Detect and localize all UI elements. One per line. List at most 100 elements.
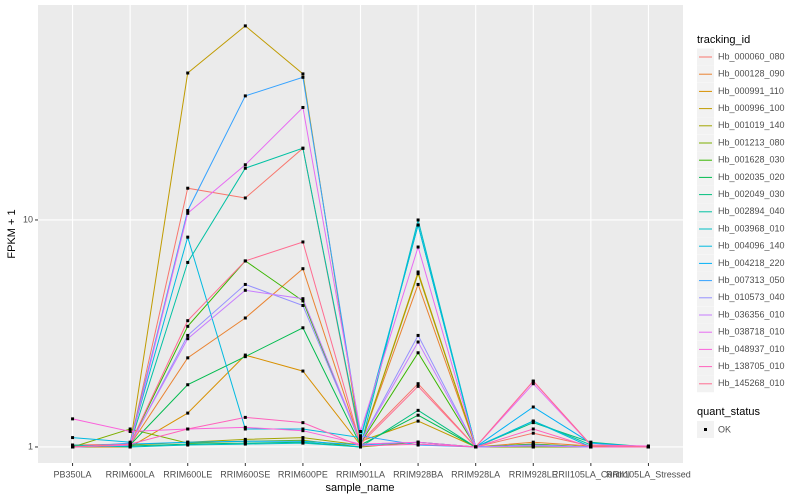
data-point [301,267,305,271]
legend-label: Hb_004218_220 [718,258,785,268]
data-point [186,333,190,337]
data-point [301,299,305,303]
legend-label: Hb_001019_140 [718,120,785,130]
data-point [359,440,362,444]
data-point [531,379,535,383]
data-point [301,441,305,445]
data-point [416,218,420,222]
data-point [359,434,362,438]
data-point [186,440,190,444]
data-point [416,272,420,276]
data-point [531,427,535,431]
legend-label: Hb_145268_010 [718,378,785,388]
data-point [301,105,305,109]
legend-label: Hb_038718_010 [718,327,785,337]
data-point [186,235,190,239]
data-point [243,353,247,357]
legend-title: tracking_id [697,34,750,46]
data-point [71,436,75,440]
data-point [359,444,362,448]
data-point [186,356,190,360]
data-point [301,369,305,373]
data-point [243,415,247,419]
data-point [186,427,190,431]
data-point [243,259,247,263]
data-point [186,209,190,213]
x-tick-label: RRIM928BA [393,469,443,479]
data-point [531,444,535,448]
data-point [416,408,420,412]
data-point [243,282,247,286]
x-tick-label: RRII105LA_Control [552,469,630,479]
data-point [243,288,247,292]
data-point [589,443,593,447]
data-point [71,445,75,449]
data-point [301,240,305,244]
data-point [646,445,650,449]
data-point [416,440,420,444]
data-point [416,413,420,417]
data-point [186,383,190,387]
legend-label: Hb_138705_010 [718,361,785,371]
legend-label: Hb_036356_010 [718,309,785,319]
data-point [186,71,190,75]
data-point [243,439,247,443]
x-tick-label: RRIM901LA [336,469,385,479]
data-point [71,417,75,421]
data-point [416,333,420,337]
x-tick-label: RRIM600SE [220,469,270,479]
data-point [416,223,420,227]
y-axis-title: FPKM + 1 [6,209,18,258]
legend-label: Hb_002035_020 [718,172,785,182]
data-point [359,442,362,446]
x-tick-label: PB350LA [54,469,92,479]
data-point [301,303,305,307]
y-tick-label: 1 [28,441,33,451]
data-point [416,351,420,355]
data-point [301,146,305,150]
data-point [301,429,305,433]
data-point [243,316,247,320]
legend-label: Hb_002049_030 [718,189,785,199]
data-point [186,337,190,341]
y-tick-label: 10 [23,214,33,224]
data-point [186,260,190,264]
data-point [243,24,247,28]
data-point [359,429,362,433]
data-point [243,427,247,431]
x-tick-label: RRIM928LE [509,469,558,479]
data-point [301,427,305,431]
data-point [416,282,420,286]
data-point [359,437,362,441]
data-point [301,72,305,76]
legend-label: Hb_000991_110 [718,86,784,96]
legend-label: Hb_000128_090 [718,69,785,79]
data-point [416,419,420,423]
data-point [531,440,535,444]
legend-point [704,428,707,431]
legend-label: Hb_003968_010 [718,223,785,233]
data-point [186,411,190,415]
data-point [531,431,535,435]
data-point [301,439,305,443]
x-tick-label: RRIM600LA [106,469,155,479]
data-point [128,445,132,449]
data-point [186,186,190,190]
data-point [416,384,420,388]
legend-label: Hb_010573_040 [718,292,785,302]
data-point [243,425,247,429]
x-tick-label: RRIM928LA [451,469,500,479]
x-tick-label: RRIM600LE [163,469,212,479]
legend-label: Hb_000996_100 [718,103,785,113]
data-point [128,427,132,431]
legend-label: Hb_001628_030 [718,155,785,165]
data-point [531,405,535,409]
data-point [243,355,247,359]
x-tick-label: RRIM600PE [278,469,328,479]
data-point [186,319,190,323]
data-point [128,442,132,446]
data-point [416,245,420,249]
legend-label: Hb_001213_080 [718,137,785,147]
data-point [186,443,190,447]
